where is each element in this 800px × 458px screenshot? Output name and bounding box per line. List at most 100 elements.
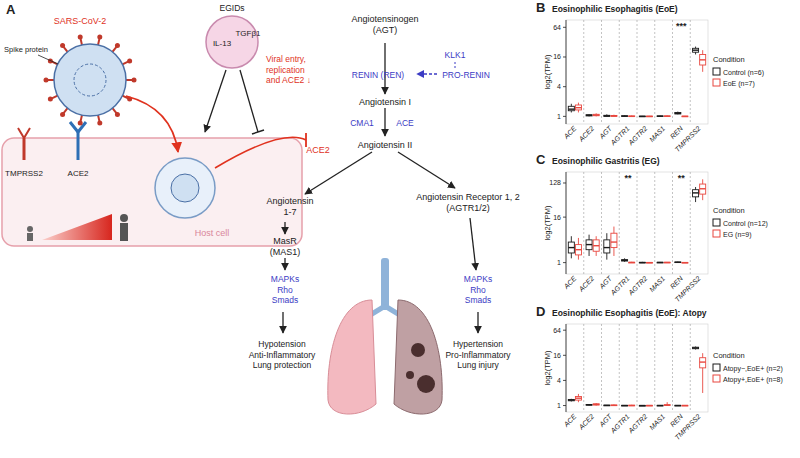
- box: [622, 260, 628, 261]
- diagram-label: Smads: [272, 295, 298, 305]
- legend-swatch: [713, 375, 720, 382]
- box: [700, 54, 706, 65]
- box: [586, 240, 592, 250]
- y-tick: [563, 405, 566, 406]
- box: [675, 405, 681, 407]
- legend-label: EG (n=9): [723, 231, 752, 239]
- median: [568, 108, 574, 109]
- egids-cell: [206, 16, 258, 68]
- median: [639, 116, 645, 117]
- x-tick-label: AGTR1: [609, 275, 631, 297]
- x-tick-label: MAS1: [648, 413, 667, 432]
- median: [682, 262, 688, 263]
- trachea: [381, 258, 389, 310]
- diagram-label: Angiotensinogen: [351, 14, 418, 24]
- median: [604, 405, 610, 406]
- diagram-label: (AGTR1/2): [446, 203, 490, 213]
- box: [664, 404, 670, 406]
- y-tick: [563, 262, 566, 263]
- y-axis-line: [566, 324, 567, 412]
- marks: [568, 47, 705, 117]
- arrow-mapk-left: [284, 258, 285, 270]
- median: [682, 405, 688, 406]
- box: [604, 405, 610, 407]
- median: [693, 192, 699, 193]
- box: [575, 396, 581, 400]
- diagram-label: Rho: [470, 285, 486, 295]
- box: [611, 405, 617, 407]
- median: [682, 116, 688, 117]
- median: [664, 115, 670, 116]
- y-tick: [563, 380, 566, 381]
- endosome: [155, 158, 215, 218]
- x-tick-label: AGTR1: [609, 413, 631, 435]
- median: [568, 399, 574, 400]
- median: [568, 247, 574, 248]
- internal-virus: [171, 174, 199, 202]
- age-gradient: [42, 214, 112, 240]
- box: [657, 262, 663, 264]
- diagram-label: IL-13: [213, 39, 232, 48]
- arrow-prorenin: [417, 73, 437, 74]
- plot-frame: [566, 172, 708, 274]
- spike-tip: [115, 43, 120, 48]
- egids-arrow: [205, 70, 226, 132]
- diagram-label: PRO-RENIN: [442, 70, 490, 80]
- panel-letter: A: [6, 2, 16, 17]
- median: [639, 262, 645, 263]
- y-tick-label: 4: [557, 377, 561, 384]
- spike-tip: [132, 78, 137, 83]
- y-tick-label: 16: [553, 352, 561, 359]
- legend-swatch: [713, 79, 720, 86]
- arrow-out-left: [282, 312, 283, 333]
- chart-panel: BEosinophilic Esophagitis (EoE)log2(TPM)…: [536, 0, 764, 153]
- median: [693, 347, 699, 348]
- spike-tip: [127, 58, 132, 63]
- box: [657, 115, 663, 117]
- arrow-agt: [384, 43, 385, 94]
- median: [646, 405, 652, 406]
- x-tick-label: ACE: [562, 125, 578, 141]
- diagram-label: TGFβ1: [235, 29, 261, 38]
- panel-letter: B: [536, 0, 545, 15]
- y-tick-label: 64: [553, 327, 561, 334]
- marks: [568, 346, 705, 406]
- category-separator: [619, 324, 620, 412]
- category-separator: [672, 20, 673, 124]
- box: [646, 405, 652, 407]
- box: [629, 115, 635, 117]
- host-cell: [2, 138, 302, 246]
- median: [700, 188, 706, 189]
- category-separator: [601, 172, 602, 274]
- box: [586, 404, 592, 406]
- spike-tip: [60, 43, 65, 48]
- panel-a: ASARS-CoV-2Spike proteinEGIDsIL-13TGFβ1V…: [2, 2, 520, 414]
- legend-swatch: [713, 230, 720, 237]
- significance: ***: [676, 21, 687, 31]
- median: [622, 260, 628, 261]
- spike-tip: [48, 97, 53, 102]
- diagram-label: Angiotensin: [266, 196, 313, 206]
- category-separator: [583, 172, 584, 274]
- x-tick-label: AGTR2: [626, 125, 648, 147]
- y-tick: [563, 116, 566, 117]
- median: [657, 405, 663, 406]
- diagram-label: Spike protein: [4, 45, 48, 54]
- arrow-ang1: [384, 108, 385, 136]
- diagram-label: TMPRSS2: [5, 169, 43, 178]
- chart-title: Eosinophilic Gastritis (EG): [552, 156, 660, 166]
- category-separator: [637, 172, 638, 274]
- y-tick: [563, 182, 566, 183]
- lesion: [406, 371, 414, 379]
- x-tick-label: TMPRSS2: [674, 125, 702, 153]
- y-tick: [563, 56, 566, 57]
- egids-inhibit-bar: [252, 130, 264, 134]
- median: [646, 262, 652, 263]
- legend-label: Control (n=6): [723, 69, 764, 77]
- left-lung: [328, 300, 376, 414]
- panel-letter: D: [536, 304, 545, 319]
- lesion: [411, 343, 425, 357]
- category-separator: [672, 172, 673, 274]
- spike-tip: [115, 112, 120, 117]
- box: [639, 405, 645, 407]
